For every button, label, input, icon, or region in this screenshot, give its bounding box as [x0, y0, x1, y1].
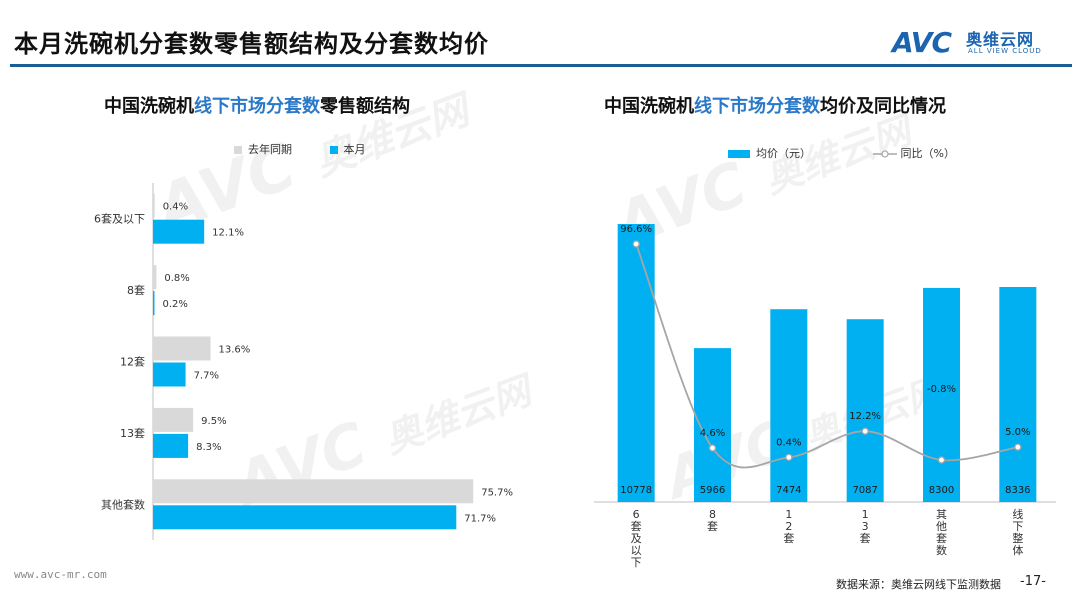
data-label-avg-price: 7474: [776, 485, 801, 496]
y-tick-label: 6套及以下: [94, 213, 145, 226]
legend-label-yoy: 同比（%）: [900, 147, 955, 160]
bar-this-month: [153, 291, 155, 316]
data-label-last-year: 0.8%: [164, 273, 189, 284]
bar-last-year: [153, 265, 157, 290]
logo-cn: 奥维云网: [966, 30, 1035, 49]
title-divider: [10, 64, 1072, 67]
point-yoy: [861, 427, 869, 435]
right-combo-chart: 10778 6 套及以下 5966 8 套 7474 1 2 套 7087 1 3 套 8300 其他套数 83…: [594, 224, 1056, 569]
bar-this-month: [153, 219, 205, 244]
series-line-yoy: [635, 243, 1018, 469]
left-title-pre: 中国洗碗机: [104, 96, 194, 117]
bar-avg-price: [999, 286, 1037, 502]
data-label-yoy: 96.6%: [620, 224, 652, 235]
data-label-yoy: 4.6%: [700, 428, 725, 439]
y-tick-label: 12套: [120, 356, 145, 369]
bar-avg-price: [617, 224, 655, 502]
point-yoy: [708, 444, 717, 452]
legend-swatch-this-month: [329, 146, 338, 154]
data-label-last-year: 9.5%: [201, 416, 226, 427]
bar-avg-price: [770, 309, 808, 502]
bar-last-year: [153, 407, 194, 432]
bar-this-month: [153, 505, 457, 530]
legend-label-avg-price: 均价（元）: [756, 147, 811, 160]
data-label-this-month: 71.7%: [464, 513, 496, 524]
data-label-avg-price: 8336: [1005, 485, 1030, 496]
left-title-highlight: 线下市场分套数: [194, 96, 320, 117]
x-tick-label: 其他套数: [936, 508, 947, 557]
right-title-pre: 中国洗碗机: [604, 96, 694, 117]
right-title-highlight: 线下市场分套数: [694, 96, 820, 117]
legend-item-last-year: 去年同期: [234, 141, 292, 157]
point-yoy: [632, 240, 640, 248]
legend-swatch-avg-price: [728, 150, 750, 158]
data-label-avg-price: 7087: [852, 485, 877, 496]
y-tick-label: 13套: [120, 427, 145, 440]
bar-this-month: [153, 362, 186, 387]
legend-item-avg-price: 均价（元）: [728, 145, 811, 161]
legend-swatch-yoy: [872, 150, 897, 158]
right-legend: 均价（元） 同比（%）: [728, 145, 989, 161]
data-label-yoy: 12.2%: [849, 411, 881, 422]
bar-last-year: [153, 336, 211, 361]
point-yoy: [937, 456, 946, 464]
legend-swatch-last-year: [234, 146, 242, 154]
legend-label-this-month: 本月: [343, 143, 366, 156]
point-yoy: [1014, 443, 1022, 451]
data-source-note: 数据来源：奥维云网线下监测数据: [836, 578, 1001, 591]
logo-en: ALL VIEW CLOUD: [968, 47, 1042, 55]
data-label-this-month: 8.3%: [196, 442, 221, 453]
logo-mark: AVC: [892, 26, 952, 59]
data-label-last-year: 13.6%: [219, 345, 251, 356]
page-number: -17-: [1020, 574, 1046, 589]
bar-this-month: [153, 433, 189, 458]
y-tick-label: 其他套数: [101, 498, 145, 511]
page-title: 本月洗碗机分套数零售额结构及分套数均价: [14, 30, 489, 58]
data-label-yoy: 0.4%: [776, 437, 801, 448]
data-label-this-month: 7.7%: [194, 371, 219, 382]
bar-avg-price: [846, 319, 884, 502]
bar-last-year: [153, 479, 474, 504]
data-label-yoy: 5.0%: [1005, 427, 1030, 438]
left-bar-chart: 6套及以下 0.4% 12.1% 8套 0.8% 0.2% 12套 13.6% 7.7% 13套 9…: [94, 183, 513, 540]
legend-item-yoy: 同比（%）: [872, 145, 955, 161]
avc-logo: AVC 奥维云网 ALL VIEW CLOUD: [892, 26, 1062, 59]
legend-label-last-year: 去年同期: [248, 143, 292, 156]
data-label-yoy: -0.8%: [927, 384, 956, 395]
data-label-this-month: 0.2%: [163, 299, 188, 310]
left-title-post: 零售额结构: [320, 96, 410, 117]
bar-last-year: [153, 193, 155, 218]
data-label-last-year: 75.7%: [481, 487, 513, 498]
right-title-post: 均价及同比情况: [820, 96, 946, 117]
data-label-last-year: 0.4%: [163, 202, 188, 213]
point-yoy: [785, 453, 793, 461]
left-legend: 去年同期 本月: [234, 141, 400, 157]
bar-avg-price: [923, 287, 960, 502]
x-tick-label: 6 套及以下: [631, 508, 642, 569]
left-chart-title: 中国洗碗机线下市场分套数零售额结构: [104, 92, 410, 118]
y-tick-label: 8套: [127, 284, 145, 297]
right-chart-title: 中国洗碗机线下市场分套数均价及同比情况: [604, 92, 946, 118]
data-label-avg-price: 10778: [620, 485, 652, 496]
data-label-avg-price: 5966: [700, 485, 725, 496]
x-tick-label: 线下整体: [1012, 507, 1023, 557]
footer-url: www.avc-mr.com: [14, 568, 107, 581]
data-label-avg-price: 8300: [929, 485, 954, 496]
data-label-this-month: 12.1%: [212, 228, 244, 239]
legend-item-this-month: 本月: [329, 141, 366, 157]
